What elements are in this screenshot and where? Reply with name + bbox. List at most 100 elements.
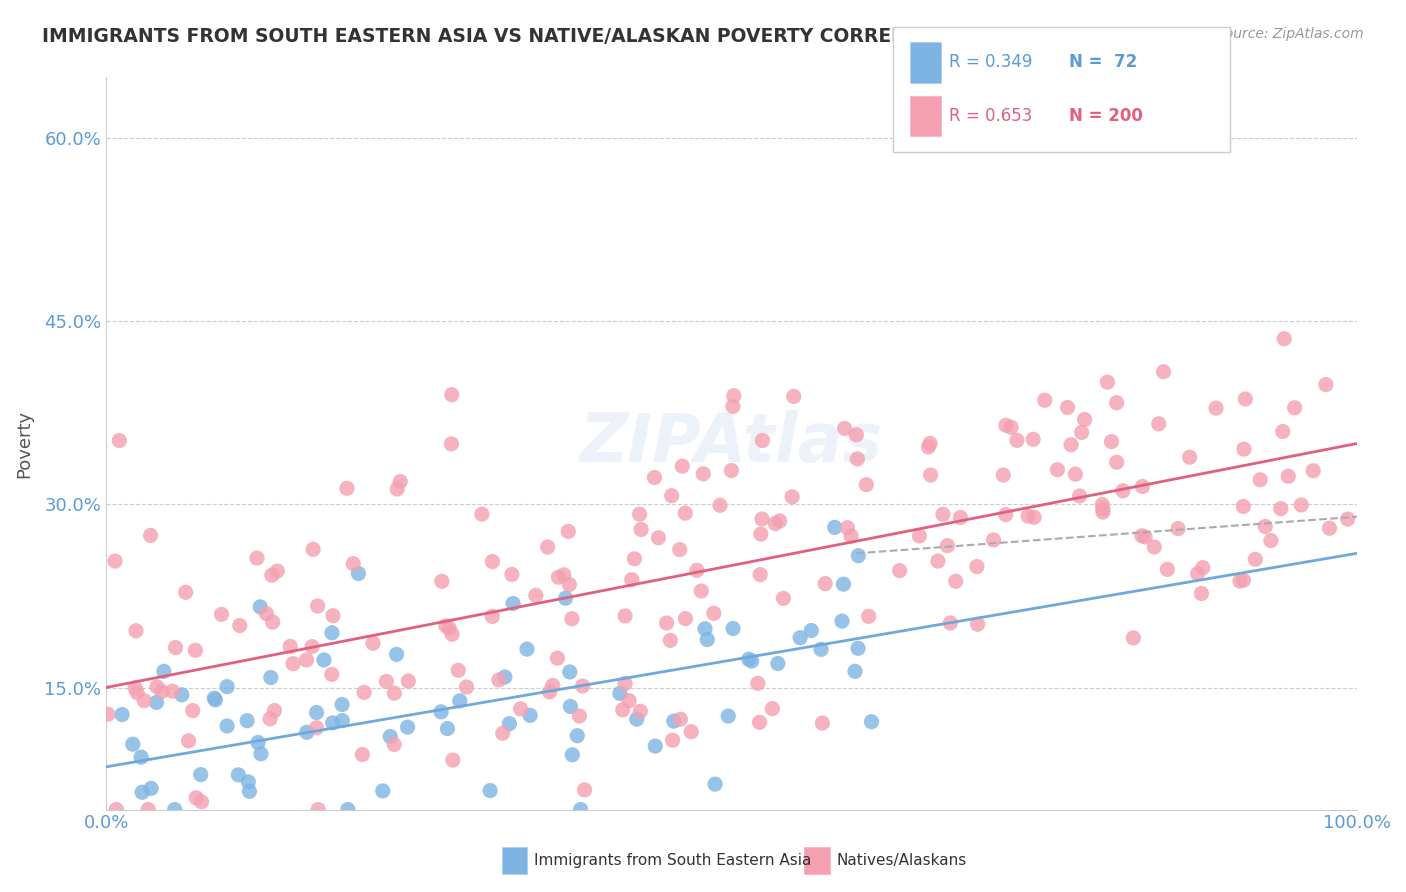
Natives/Alaskans [837, 521, 859, 535]
Text: Immigrants from South Eastern Asia: Immigrants from South Eastern Asia [534, 854, 811, 868]
Natives/Alaskans [538, 685, 561, 699]
Immigrants from South Eastern Asia [846, 549, 869, 563]
Natives/Alaskans [229, 618, 252, 632]
Text: N =  72: N = 72 [1069, 54, 1137, 71]
Natives/Alaskans [761, 701, 783, 715]
Natives/Alaskans [703, 607, 725, 621]
Natives/Alaskans [259, 712, 281, 726]
Natives/Alaskans [441, 753, 464, 767]
Natives/Alaskans [1143, 540, 1166, 554]
Immigrants from South Eastern Asia [385, 648, 408, 662]
Natives/Alaskans [966, 559, 988, 574]
Natives/Alaskans [1097, 375, 1119, 389]
Immigrants from South Eastern Asia [844, 665, 866, 679]
Natives/Alaskans [352, 747, 374, 762]
Natives/Alaskans [557, 524, 579, 539]
Natives/Alaskans [811, 716, 834, 731]
Natives/Alaskans [295, 653, 318, 667]
Natives/Alaskans [1070, 425, 1092, 440]
Text: ZIPAtlas: ZIPAtlas [581, 410, 883, 476]
Natives/Alaskans [1147, 417, 1170, 431]
Natives/Alaskans [748, 715, 770, 730]
Immigrants from South Eastern Asia [494, 670, 516, 684]
Immigrants from South Eastern Asia [832, 577, 855, 591]
Natives/Alaskans [509, 702, 531, 716]
Natives/Alaskans [389, 475, 412, 489]
Immigrants from South Eastern Asia [336, 803, 359, 817]
Natives/Alaskans [181, 704, 204, 718]
Immigrants from South Eastern Asia [238, 784, 260, 798]
Natives/Alaskans [1271, 425, 1294, 439]
Natives/Alaskans [440, 388, 463, 402]
Natives/Alaskans [382, 686, 405, 700]
Immigrants from South Eastern Asia [312, 653, 335, 667]
Natives/Alaskans [628, 507, 651, 521]
Natives/Alaskans [177, 733, 200, 747]
Natives/Alaskans [834, 421, 856, 435]
Natives/Alaskans [763, 516, 786, 531]
Natives/Alaskans [994, 508, 1017, 522]
Natives/Alaskans [537, 540, 560, 554]
Immigrants from South Eastern Asia [202, 691, 225, 706]
Natives/Alaskans [936, 539, 959, 553]
Natives/Alaskans [385, 482, 408, 496]
Natives/Alaskans [481, 609, 503, 624]
Immigrants from South Eastern Asia [693, 622, 716, 636]
Natives/Alaskans [681, 724, 703, 739]
Natives/Alaskans [751, 434, 773, 448]
Immigrants from South Eastern Asia [396, 720, 419, 734]
Natives/Alaskans [541, 678, 564, 692]
Natives/Alaskans [855, 477, 877, 491]
Natives/Alaskans [908, 529, 931, 543]
Natives/Alaskans [983, 533, 1005, 547]
Natives/Alaskans [1277, 469, 1299, 483]
Natives/Alaskans [1337, 512, 1360, 526]
Natives/Alaskans [361, 636, 384, 650]
Immigrants from South Eastern Asia [347, 566, 370, 581]
Immigrants from South Eastern Asia [163, 803, 186, 817]
Natives/Alaskans [1105, 455, 1128, 469]
Immigrants from South Eastern Asia [479, 783, 502, 797]
Natives/Alaskans [814, 576, 837, 591]
Natives/Alaskans [623, 551, 645, 566]
Y-axis label: Poverty: Poverty [15, 409, 32, 477]
Natives/Alaskans [612, 703, 634, 717]
Natives/Alaskans [858, 609, 880, 624]
Immigrants from South Eastern Asia [321, 625, 343, 640]
Natives/Alaskans [342, 557, 364, 571]
Text: R = 0.653: R = 0.653 [949, 107, 1032, 125]
Immigrants from South Eastern Asia [371, 784, 394, 798]
Natives/Alaskans [104, 554, 127, 568]
Natives/Alaskans [1069, 489, 1091, 503]
Natives/Alaskans [481, 555, 503, 569]
Natives/Alaskans [127, 686, 149, 700]
Natives/Alaskans [547, 570, 569, 584]
Natives/Alaskans [1270, 501, 1292, 516]
Natives/Alaskans [124, 681, 146, 695]
Text: N = 200: N = 200 [1069, 107, 1143, 125]
Natives/Alaskans [1244, 552, 1267, 566]
Natives/Alaskans [263, 704, 285, 718]
Immigrants from South Eastern Asia [831, 614, 853, 628]
Natives/Alaskans [846, 451, 869, 466]
Natives/Alaskans [302, 542, 325, 557]
Natives/Alaskans [1249, 473, 1271, 487]
Natives/Alaskans [1000, 420, 1022, 434]
Natives/Alaskans [492, 726, 515, 740]
Natives/Alaskans [644, 470, 666, 484]
Natives/Alaskans [1132, 479, 1154, 493]
Natives/Alaskans [146, 680, 169, 694]
Immigrants from South Eastern Asia [217, 719, 239, 733]
Immigrants from South Eastern Asia [380, 730, 402, 744]
Natives/Alaskans [889, 564, 911, 578]
Immigrants from South Eastern Asia [704, 777, 727, 791]
Immigrants from South Eastern Asia [800, 624, 823, 638]
Natives/Alaskans [659, 633, 682, 648]
Immigrants from South Eastern Asia [644, 739, 666, 753]
Natives/Alaskans [1232, 500, 1254, 514]
Natives/Alaskans [692, 467, 714, 481]
Natives/Alaskans [993, 468, 1015, 483]
Natives/Alaskans [668, 542, 690, 557]
Immigrants from South Eastern Asia [789, 631, 811, 645]
Natives/Alaskans [920, 468, 942, 483]
